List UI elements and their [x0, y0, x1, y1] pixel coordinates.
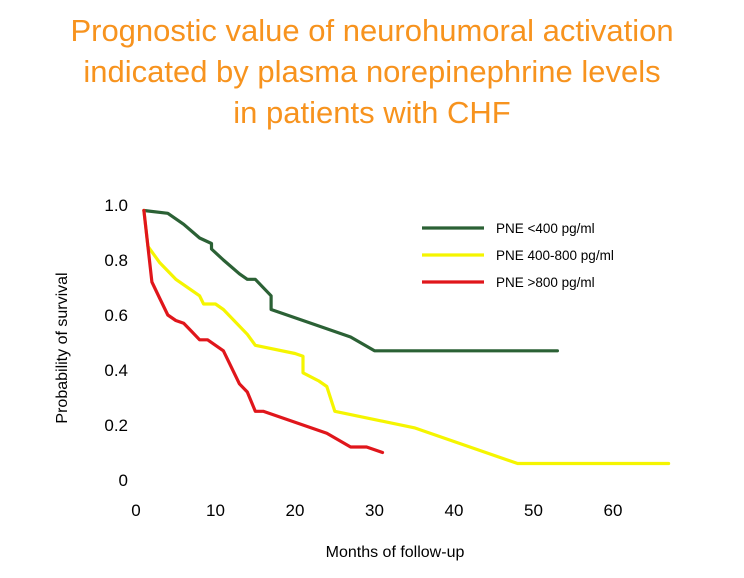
x-tick-label: 0 — [131, 501, 140, 520]
x-axis-ticks: 0 10 20 30 40 50 60 — [131, 501, 622, 520]
y-tick-label: 0 — [119, 471, 128, 490]
legend-label: PNE 400-800 pg/ml — [496, 248, 614, 263]
x-tick-label: 40 — [445, 501, 464, 520]
x-tick-label: 10 — [206, 501, 225, 520]
x-tick-label: 60 — [604, 501, 623, 520]
y-axis-ticks: 0 0.2 0.4 0.6 0.8 1.0 — [104, 196, 128, 490]
series-line-3 — [142, 208, 385, 455]
x-axis-label: Months of follow-up — [326, 544, 465, 561]
legend-label: PNE >800 pg/ml — [496, 275, 595, 290]
x-tick-label: 20 — [286, 501, 305, 520]
legend-label: PNE <400 pg/ml — [496, 221, 595, 236]
x-tick-label: 50 — [524, 501, 543, 520]
y-tick-label: 0.6 — [104, 306, 128, 325]
chart-title: Prognostic value of neurohumoral activat… — [0, 10, 744, 133]
y-axis-label: Probability of survival — [54, 272, 71, 423]
y-tick-label: 0.2 — [104, 416, 128, 435]
y-tick-label: 1.0 — [104, 196, 128, 215]
y-tick-label: 0.8 — [104, 251, 128, 270]
chart-title-line-1: Prognostic value of neurohumoral activat… — [70, 13, 674, 48]
y-tick-label: 0.4 — [104, 361, 128, 380]
series-line-1 — [142, 208, 559, 353]
chart-title-line-2: indicated by plasma norepinephrine level… — [83, 54, 661, 89]
series-line-2 — [142, 208, 671, 466]
x-tick-label: 30 — [365, 501, 384, 520]
chart-title-line-3: in patients with CHF — [233, 95, 511, 130]
legend: PNE <400 pg/ml PNE 400-800 pg/ml PNE >800 … — [422, 221, 614, 290]
series-lines — [142, 208, 671, 466]
